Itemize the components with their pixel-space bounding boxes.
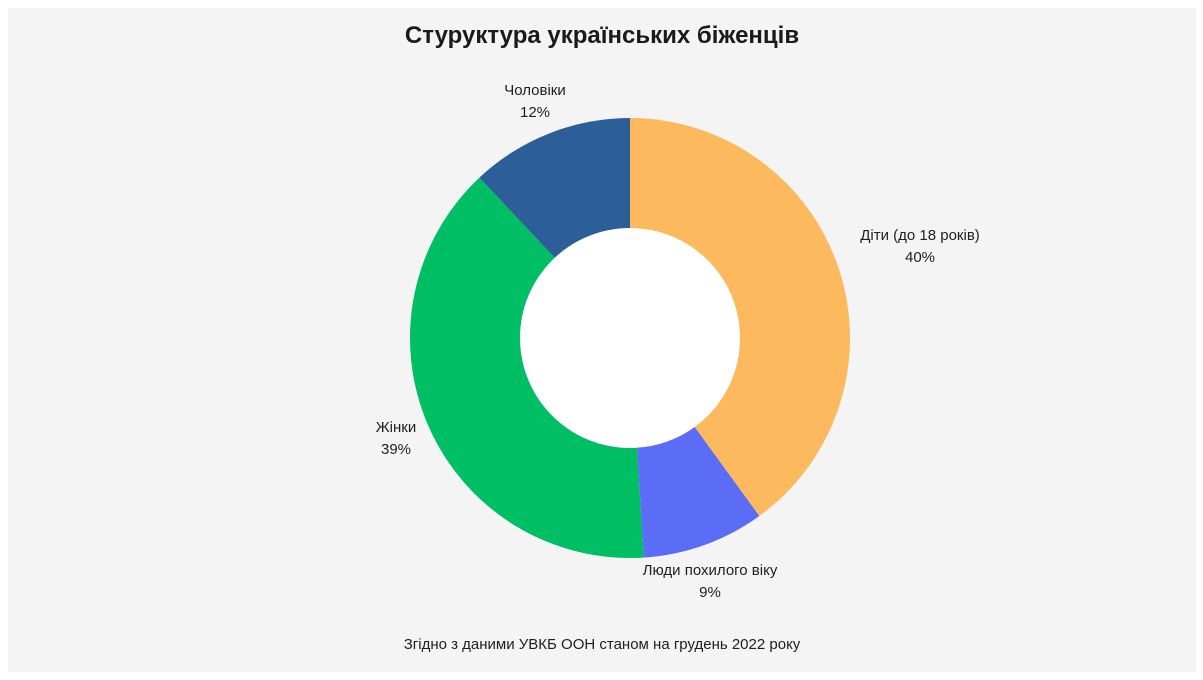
slice-label-value: 9%	[699, 584, 721, 601]
donut-chart	[409, 118, 850, 558]
chart-title: Стуруктура українських біженців	[404, 22, 800, 49]
chart-panel: Стуруктура українських біженців Діти (до…	[8, 8, 1196, 672]
donut-slice-children	[630, 118, 850, 516]
slice-label-value: 40%	[904, 249, 936, 266]
donut-hole	[520, 228, 740, 448]
slice-label-name: Жінки	[375, 419, 417, 436]
chart-source-note: Згідно з даними УВКБ ООН станом на груде…	[403, 636, 801, 653]
slice-label-name: Чоловіки	[504, 82, 566, 99]
slice-label-women: Жінки 39%	[376, 417, 416, 461]
slice-label-value: 39%	[380, 441, 412, 458]
slice-label-value: 12%	[519, 104, 551, 121]
slice-label-men: Чоловіки 12%	[504, 80, 566, 124]
slice-label-elderly: Люди похилого віку 9%	[643, 560, 778, 604]
slice-label-name: Люди похилого віку	[642, 562, 778, 579]
slice-label-children: Діти (до 18 років) 40%	[860, 225, 980, 269]
slice-label-name: Діти (до 18 років)	[860, 227, 980, 244]
